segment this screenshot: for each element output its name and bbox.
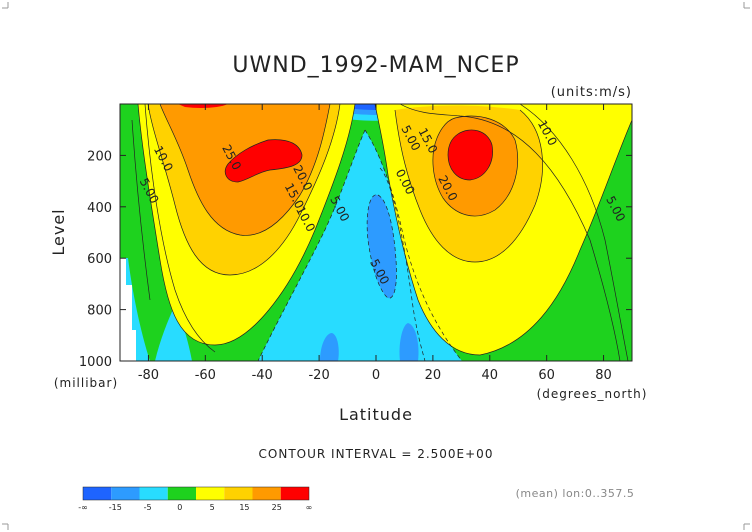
colorbar-swatch <box>196 487 225 500</box>
contour-line <box>224 139 303 183</box>
y-tick-label: 1000 <box>79 355 112 370</box>
x-tick-label: 20 <box>425 368 442 383</box>
colorbar-swatch <box>139 487 168 500</box>
contour-line <box>137 104 356 346</box>
y-axis: 200 400 600 800 1000 <box>79 149 632 370</box>
y-tick-label: 200 <box>87 149 112 164</box>
contour-line <box>394 109 543 263</box>
colorbar-label: ∞ <box>306 503 313 512</box>
south-polar-easterly-2 <box>155 305 192 361</box>
units-label: (units:m/s) <box>551 85 632 100</box>
x-tick-label: 60 <box>538 368 555 383</box>
colorbar-swatch <box>280 487 309 500</box>
contour-field <box>120 104 632 361</box>
y-tick-label: 400 <box>87 201 112 216</box>
contour-line <box>144 104 216 353</box>
x-unit-label: (degrees_north) <box>537 387 648 401</box>
colorbar-swatch <box>252 487 281 500</box>
x-tick-label: 0 <box>372 368 380 383</box>
contour-line <box>399 104 621 361</box>
colorbar-swatch <box>224 487 253 500</box>
mid-easterly-core <box>367 194 397 299</box>
missing-data-patch <box>120 258 136 361</box>
contour-line <box>159 104 331 236</box>
contour-interval-label: CONTOUR INTERVAL = 2.500E+00 <box>259 447 494 461</box>
footnote-label: (mean) lon:0..357.5 <box>516 487 635 500</box>
contour-line <box>447 129 493 181</box>
tropical-easterly-0 <box>258 130 462 361</box>
colorbar-frame <box>82 486 310 501</box>
north-jet-25 <box>448 129 493 180</box>
easterly-dashed-contours <box>257 129 463 361</box>
colorbar-label: 5 <box>210 503 215 512</box>
colorbar-swatch <box>167 487 196 500</box>
surface-easterly-pocket-2 <box>399 323 419 361</box>
contour-line <box>147 104 341 276</box>
x-tick-label: -40 <box>252 368 273 383</box>
x-tick-label: 40 <box>482 368 499 383</box>
contour-line <box>364 129 463 361</box>
x-axis: -80 -60 -40 -20 0 20 40 60 80 <box>138 104 612 383</box>
contour-line <box>519 104 629 361</box>
contour-line <box>374 104 632 356</box>
x-tick-label: -60 <box>195 368 216 383</box>
colorbar-label: -5 <box>144 503 152 512</box>
y-axis-label: Level <box>49 208 68 255</box>
contour-line <box>257 129 366 361</box>
contour-line <box>366 194 397 299</box>
y-unit-label: (millibar) <box>54 376 118 390</box>
colorbar-swatch <box>83 487 112 500</box>
contour-lines <box>131 104 632 361</box>
y-tick-label: 800 <box>87 304 112 319</box>
colorbar-label: 25 <box>272 503 282 512</box>
colorbar-label: -∞ <box>78 503 88 512</box>
colorbar-label: 15 <box>239 503 249 512</box>
colorbar: -∞ -15 -5 0 5 15 25 ∞ <box>78 486 313 512</box>
x-tick-label: -20 <box>308 368 329 383</box>
contour-line <box>379 167 426 361</box>
chart-title: UWND_1992-MAM_NCEP <box>232 53 519 78</box>
contour-line <box>131 119 151 301</box>
colorbar-swatch <box>111 487 140 500</box>
x-tick-label: 80 <box>595 368 612 383</box>
south-jet-top <box>178 104 228 108</box>
y-tick-label: 600 <box>87 252 112 267</box>
colorbar-label: -15 <box>109 503 122 512</box>
colorbar-label: 0 <box>177 503 182 512</box>
south-jet-25 <box>225 139 302 182</box>
surface-easterly-pocket-1 <box>320 333 339 361</box>
x-tick-label: -80 <box>138 368 159 383</box>
x-axis-label: Latitude <box>339 405 413 424</box>
contour-line <box>432 115 518 217</box>
